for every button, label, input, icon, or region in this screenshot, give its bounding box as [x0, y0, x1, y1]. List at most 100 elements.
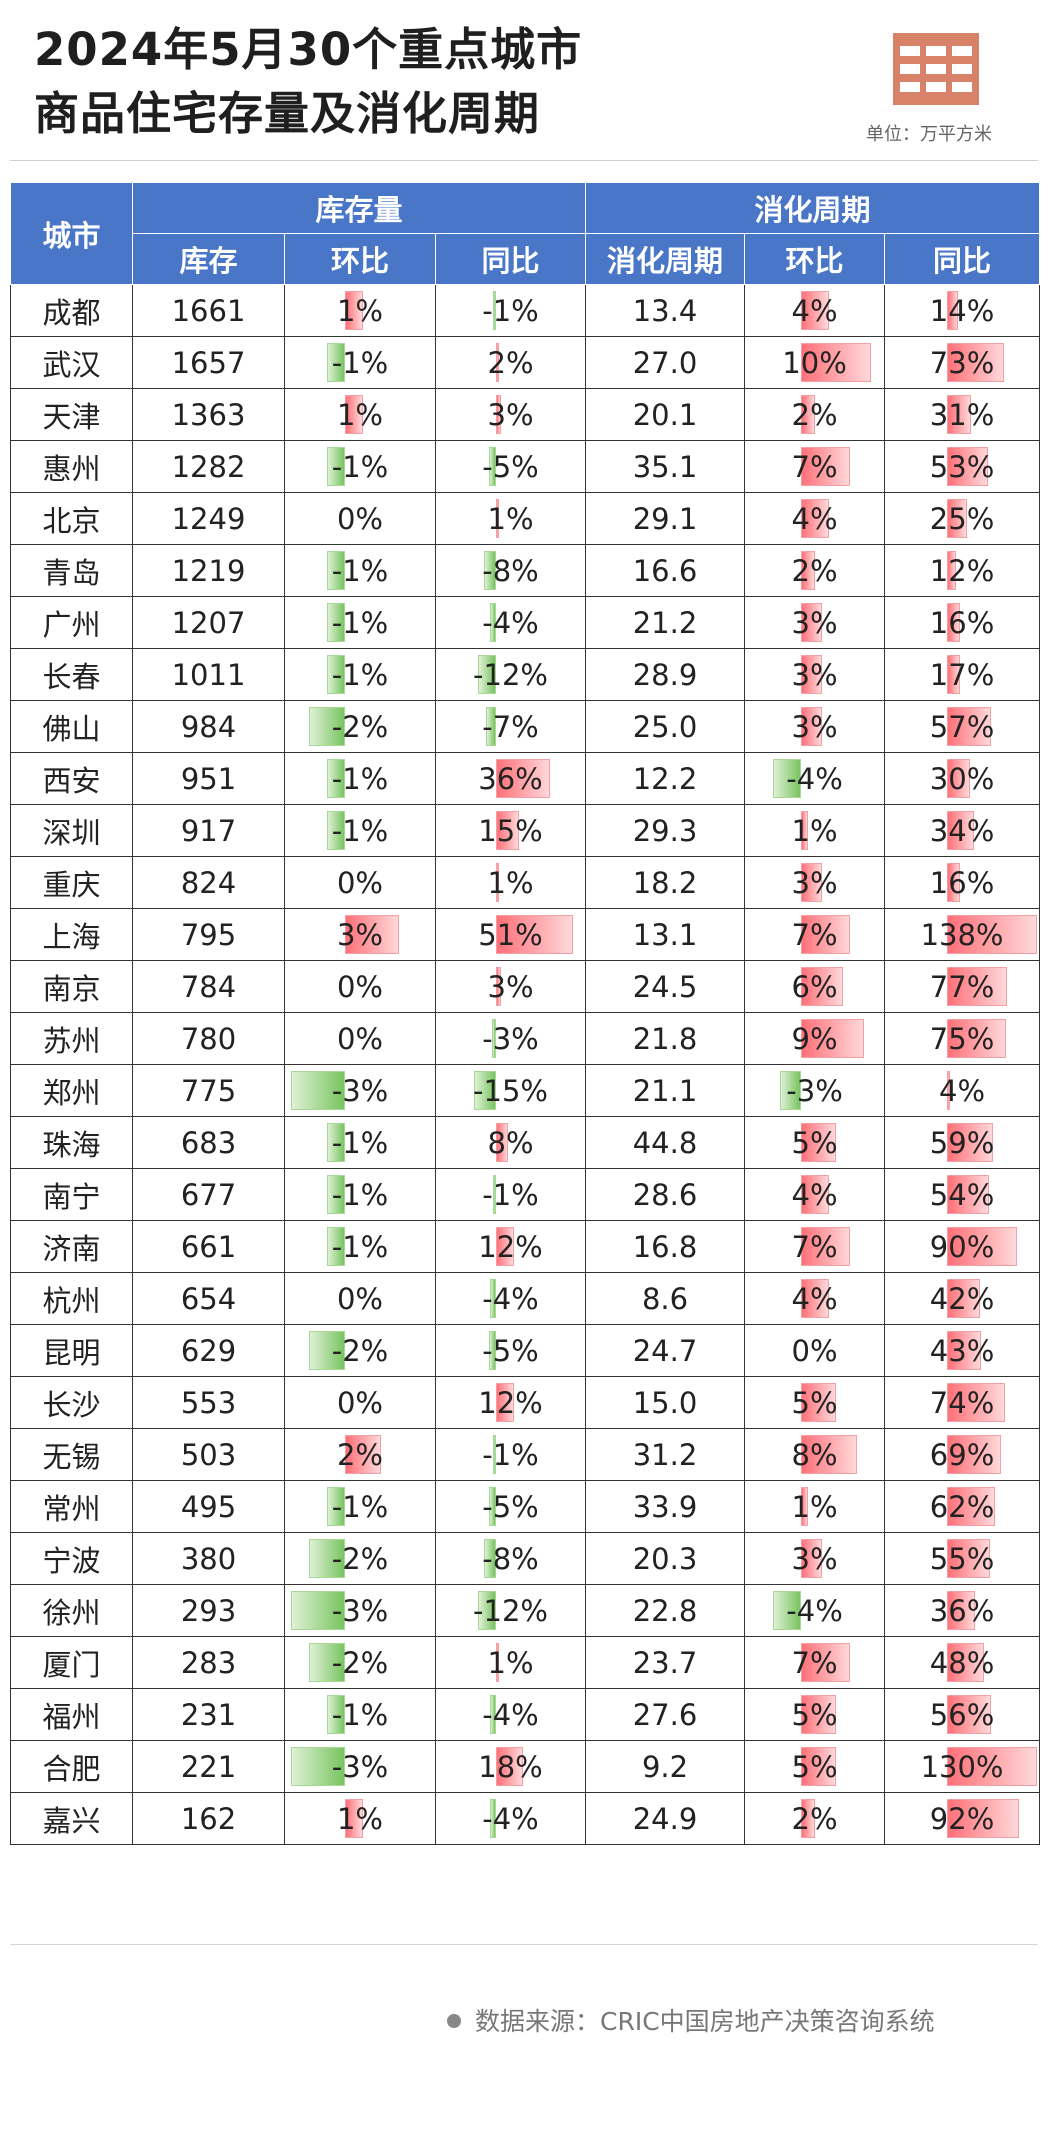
cell-cycle-mom: 1% — [744, 1480, 886, 1533]
cell-stock-mom: -2% — [284, 1532, 436, 1585]
cell-text: -4% — [482, 605, 539, 640]
header-cycle: 消化周期 — [585, 233, 746, 285]
positive-bar — [947, 1019, 1006, 1058]
cell-text: 2% — [791, 397, 838, 432]
cell-text: -5% — [482, 1333, 539, 1368]
cell-text: 杭州 — [42, 1283, 101, 1318]
cell-stock-yoy: -7% — [434, 700, 587, 753]
cell-text: 15.0 — [632, 1385, 698, 1420]
table-row: 南宁 677 -1% -1% 28.6 4% 54% — [10, 1168, 1041, 1221]
positive-bar — [345, 915, 399, 954]
cell-city: 惠州 — [10, 440, 133, 493]
negative-bar — [773, 759, 802, 798]
cell-stock-yoy: 1% — [434, 856, 587, 909]
cell-stock-yoy: 3% — [434, 960, 587, 1013]
cell-cycle: 20.1 — [585, 388, 746, 441]
cell-text: 4% — [939, 1073, 986, 1108]
cell-city: 武汉 — [10, 336, 133, 389]
source-text: 数据来源：CRIC中国房地产决策咨询系统 — [475, 2007, 935, 2036]
cell-stock: 1011 — [132, 648, 285, 701]
cell-text: 36% — [929, 1593, 995, 1628]
cell-text: 嘉兴 — [42, 1803, 101, 1838]
positive-bar — [496, 1383, 514, 1422]
cell-cycle-yoy: 16% — [884, 596, 1041, 649]
cell-text: -4% — [482, 1281, 539, 1316]
cell-city: 苏州 — [10, 1012, 133, 1065]
cell-stock: 553 — [132, 1376, 285, 1429]
cell-text: 1% — [336, 293, 383, 328]
cell-text: -1% — [331, 1125, 389, 1160]
cell-text: 武汉 — [42, 347, 101, 382]
positive-bar — [801, 967, 844, 1006]
cell-text: 22.8 — [632, 1593, 698, 1628]
cell-cycle: 27.0 — [585, 336, 746, 389]
cell-stock-yoy: -5% — [434, 1324, 587, 1377]
cell-stock-yoy: 8% — [434, 1116, 587, 1169]
cell-text: 33.9 — [632, 1489, 698, 1524]
cell-stock-yoy: -1% — [434, 1428, 587, 1481]
table-row: 北京 1249 0% 1% 29.1 4% 25% — [10, 492, 1041, 545]
cell-text: 3% — [791, 657, 838, 692]
cell-city: 济南 — [10, 1220, 133, 1273]
cell-text: 12.2 — [632, 761, 698, 796]
cell-text: 12% — [478, 1385, 543, 1420]
cell-cycle-yoy: 92% — [884, 1792, 1041, 1845]
cell-city: 宁波 — [10, 1532, 133, 1585]
cell-text: 31% — [929, 397, 995, 432]
cell-text: -4% — [786, 1593, 843, 1628]
cell-cycle-yoy: 57% — [884, 700, 1041, 753]
cell-text: 0% — [336, 1385, 383, 1420]
cell-cycle-yoy: 48% — [884, 1636, 1041, 1689]
negative-bar — [478, 1591, 496, 1630]
cell-stock-mom: 1% — [284, 1792, 436, 1845]
positive-bar — [947, 1643, 985, 1682]
cell-text: 深圳 — [42, 815, 101, 850]
cell-cycle-mom: 3% — [744, 700, 886, 753]
cell-cycle-mom: 7% — [744, 1636, 886, 1689]
cell-text: 677 — [180, 1177, 237, 1212]
cell-text: 1% — [336, 397, 383, 432]
cell-text: -1% — [482, 1437, 539, 1472]
cell-text: 南宁 — [42, 1179, 101, 1214]
cell-stock: 824 — [132, 856, 285, 909]
cell-stock-yoy: -15% — [434, 1064, 587, 1117]
table-body: 成都 1661 1% -1% 13.4 4% 14% 武汉 1657 -1% 2% 27.0 10% 73… — [10, 284, 1041, 1845]
cell-text: -1% — [331, 1489, 389, 1524]
cell-stock: 293 — [132, 1584, 285, 1637]
cell-text: -3% — [331, 1073, 389, 1108]
positive-bar — [947, 1435, 1001, 1474]
cell-cycle-yoy: 36% — [884, 1584, 1041, 1637]
cell-stock-yoy: 15% — [434, 804, 587, 857]
cell-text: 2% — [336, 1437, 383, 1472]
cell-stock-yoy: -8% — [434, 544, 587, 597]
positive-bar — [801, 655, 823, 694]
table-row: 济南 661 -1% 12% 16.8 7% 90% — [10, 1220, 1041, 1273]
cell-text: -1% — [331, 657, 389, 692]
positive-bar — [345, 1799, 363, 1838]
cell-city: 常州 — [10, 1480, 133, 1533]
cell-text: 3% — [487, 969, 534, 1004]
cell-text: 徐州 — [42, 1595, 101, 1630]
cell-cycle-mom: 4% — [744, 284, 886, 337]
cell-text: 1% — [791, 813, 838, 848]
cell-cycle-yoy: 77% — [884, 960, 1041, 1013]
cell-city: 南宁 — [10, 1168, 133, 1221]
cell-text: 5% — [791, 1385, 838, 1420]
cell-text: 74% — [929, 1385, 995, 1420]
cell-text: 824 — [180, 865, 237, 900]
cell-text: 1249 — [171, 501, 246, 536]
cell-stock: 784 — [132, 960, 285, 1013]
cell-cycle-yoy: 69% — [884, 1428, 1041, 1481]
table-logo-icon — [893, 33, 979, 105]
cell-stock-yoy: -4% — [434, 1688, 587, 1741]
cell-text: 5% — [791, 1749, 838, 1784]
cell-cycle-yoy: 75% — [884, 1012, 1041, 1065]
cell-stock: 495 — [132, 1480, 285, 1533]
cell-text: 1282 — [171, 449, 246, 484]
cell-stock: 795 — [132, 908, 285, 961]
cell-text: 8% — [487, 1125, 534, 1160]
cell-cycle-yoy: 31% — [884, 388, 1041, 441]
positive-bar — [801, 811, 809, 850]
positive-bar — [496, 1747, 523, 1786]
cell-text: 17% — [929, 657, 995, 692]
